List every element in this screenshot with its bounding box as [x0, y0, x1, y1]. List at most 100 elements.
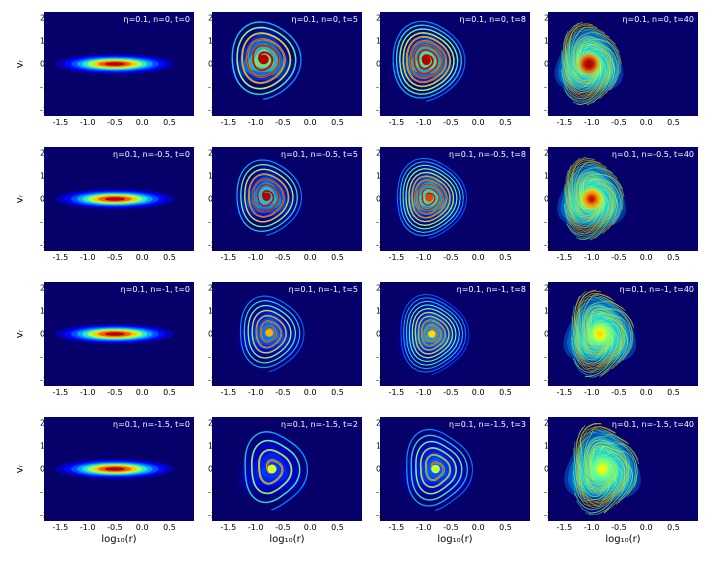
xtick-label: 0.0 — [640, 118, 653, 127]
y-axis-label: vᵣ — [15, 60, 26, 69]
xtick-label: -1.5 — [557, 388, 573, 397]
xtick-label: 0.5 — [667, 523, 680, 532]
xtick-label: -1.5 — [557, 523, 573, 532]
xtick-label: 0.5 — [331, 388, 344, 397]
phase-plot — [44, 147, 194, 251]
plot-area: η=0.1, n=0, t=40 — [548, 12, 698, 116]
panel-annotation: η=0.1, n=-0.5, t=40 — [612, 150, 694, 159]
y-axis-label: vᵣ — [15, 330, 26, 339]
xtick-label: -1.0 — [248, 118, 264, 127]
xtick-label: -1.5 — [557, 118, 573, 127]
xtick-label: -1.0 — [416, 253, 432, 262]
plot-area: η=0.1, n=-1, t=40 — [548, 282, 698, 386]
xtick-label: -0.5 — [611, 388, 627, 397]
xtick-label: 0.5 — [163, 253, 176, 262]
xtick-label: -1.5 — [389, 253, 405, 262]
phase-plot — [380, 282, 530, 386]
plot-area: η=0.1, n=-1, t=8 — [380, 282, 530, 386]
phase-plot — [212, 147, 362, 251]
plot-area: η=0.1, n=-1, t=0 — [44, 282, 194, 386]
xtick-label: -1.0 — [584, 523, 600, 532]
panel-r3-c0: η=0.1, n=-1.5, t=0-1.5-1.0-0.50.00.5-2-1… — [37, 413, 197, 548]
xtick-label: 0.5 — [499, 253, 512, 262]
xtick-label: -0.5 — [443, 523, 459, 532]
panel-annotation: η=0.1, n=-1.5, t=40 — [612, 420, 694, 429]
xtick-label: 0.5 — [163, 388, 176, 397]
panel-annotation: η=0.1, n=0, t=8 — [460, 15, 526, 24]
xtick-label: 0.5 — [331, 118, 344, 127]
xtick-label: -1.5 — [53, 118, 69, 127]
xtick-label: 0.5 — [163, 523, 176, 532]
xtick-label: -1.5 — [389, 388, 405, 397]
xtick-label: -0.5 — [611, 253, 627, 262]
x-axis-label: log₁₀(r) — [269, 534, 304, 545]
panel-annotation: η=0.1, n=-1.5, t=0 — [113, 420, 190, 429]
xtick-label: -0.5 — [443, 118, 459, 127]
plot-area: η=0.1, n=-0.5, t=40 — [548, 147, 698, 251]
xtick-label: 0.0 — [472, 118, 485, 127]
xtick-label: 0.0 — [136, 253, 149, 262]
panel-annotation: η=0.1, n=0, t=0 — [124, 15, 190, 24]
xtick-label: -1.0 — [248, 388, 264, 397]
panel-annotation: η=0.1, n=0, t=5 — [292, 15, 358, 24]
panel-r2-c0: η=0.1, n=-1, t=0-1.5-1.0-0.50.00.5-2-101… — [37, 278, 197, 413]
xtick-label: -0.5 — [275, 118, 291, 127]
phase-space-figure: η=0.1, n=0, t=0-1.5-1.0-0.50.00.5-2-1012… — [0, 0, 709, 567]
panel-r3-c2: η=0.1, n=-1.5, t=3-1.5-1.0-0.50.00.5-2-1… — [373, 413, 533, 548]
xtick-label: -1.5 — [53, 523, 69, 532]
phase-plot — [212, 282, 362, 386]
xtick-label: -1.0 — [80, 388, 96, 397]
xtick-label: -1.5 — [221, 118, 237, 127]
xtick-label: 0.5 — [331, 253, 344, 262]
panel-annotation: η=0.1, n=-1, t=0 — [121, 285, 190, 294]
panel-r0-c2: η=0.1, n=0, t=8-1.5-1.0-0.50.00.5-2-1012 — [373, 8, 533, 143]
plot-area: η=0.1, n=0, t=0 — [44, 12, 194, 116]
xtick-label: -0.5 — [275, 253, 291, 262]
xtick-label: -0.5 — [275, 523, 291, 532]
xtick-label: -1.0 — [416, 118, 432, 127]
xtick-label: 0.5 — [667, 118, 680, 127]
xtick-label: -1.5 — [53, 388, 69, 397]
panel-r3-c1: η=0.1, n=-1.5, t=2-1.5-1.0-0.50.00.5-2-1… — [205, 413, 365, 548]
plot-area: η=0.1, n=-1.5, t=40 — [548, 417, 698, 521]
xtick-label: -0.5 — [107, 523, 123, 532]
panel-annotation: η=0.1, n=-1.5, t=2 — [281, 420, 358, 429]
xtick-label: -0.5 — [107, 388, 123, 397]
x-axis-label: log₁₀(r) — [437, 534, 472, 545]
xtick-label: -1.5 — [221, 253, 237, 262]
xtick-label: -1.5 — [389, 523, 405, 532]
plot-area: η=0.1, n=-1.5, t=0 — [44, 417, 194, 521]
xtick-label: -0.5 — [107, 253, 123, 262]
xtick-label: -1.0 — [584, 253, 600, 262]
xtick-label: -0.5 — [443, 253, 459, 262]
xtick-label: 0.0 — [640, 523, 653, 532]
phase-plot — [44, 12, 194, 116]
panel-r2-c3: η=0.1, n=-1, t=40-1.5-1.0-0.50.00.5-2-10… — [541, 278, 701, 413]
xtick-label: 0.0 — [304, 523, 317, 532]
panel-r1-c2: η=0.1, n=-0.5, t=8-1.5-1.0-0.50.00.5-2-1… — [373, 143, 533, 278]
xtick-label: -1.0 — [416, 388, 432, 397]
xtick-label: 0.5 — [499, 388, 512, 397]
xtick-label: -1.5 — [389, 118, 405, 127]
panel-annotation: η=0.1, n=0, t=40 — [622, 15, 694, 24]
plot-area: η=0.1, n=-1, t=5 — [212, 282, 362, 386]
phase-plot — [44, 417, 194, 521]
xtick-label: 0.0 — [640, 253, 653, 262]
xtick-label: -1.0 — [584, 118, 600, 127]
panel-annotation: η=0.1, n=-0.5, t=0 — [113, 150, 190, 159]
xtick-label: 0.5 — [499, 523, 512, 532]
panel-annotation: η=0.1, n=-1, t=40 — [620, 285, 694, 294]
xtick-label: -1.0 — [416, 523, 432, 532]
phase-plot — [212, 417, 362, 521]
xtick-label: 0.0 — [304, 388, 317, 397]
xtick-label: 0.0 — [304, 118, 317, 127]
phase-plot — [548, 12, 698, 116]
phase-plot — [548, 147, 698, 251]
y-axis-label: vᵣ — [15, 465, 26, 474]
panel-r1-c0: η=0.1, n=-0.5, t=0-1.5-1.0-0.50.00.5-2-1… — [37, 143, 197, 278]
xtick-label: -1.5 — [53, 253, 69, 262]
phase-plot — [548, 282, 698, 386]
phase-plot — [44, 282, 194, 386]
phase-plot — [548, 417, 698, 521]
xtick-label: 0.5 — [499, 118, 512, 127]
